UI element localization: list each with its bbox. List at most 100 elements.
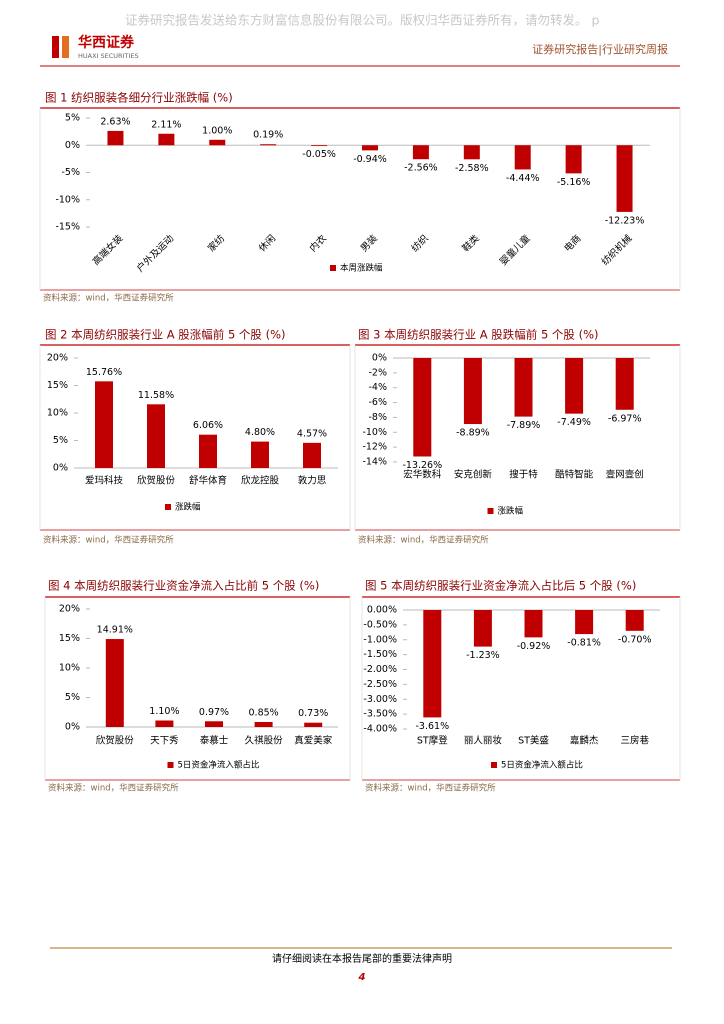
value-label: 6.06% [193,420,223,431]
x-tick-label: 欣贺股份 [96,735,135,747]
bar [260,144,277,146]
y-tick-label: -5% [62,167,81,178]
bar [205,721,223,727]
y-tick-label: -1.00% [363,634,397,645]
value-label: -3.61% [415,721,449,732]
x-tick-label: 宏华数科 [403,469,442,481]
x-tick-label: 酷特智能 [555,469,594,481]
bar [362,145,378,151]
value-label: 0.73% [298,708,328,719]
y-tick-label: -14% [362,457,387,468]
x-tick-label: 电商 [562,232,584,254]
y-tick-label: -2.50% [363,679,397,690]
legend-label: 5日资金净流入额占比 [178,760,260,771]
value-label: 11.58% [138,390,174,401]
source-note: 资料来源：wind，华西证券研究所 [48,783,179,794]
legend-label: 涨跌幅 [175,502,201,513]
bar [514,358,533,417]
x-tick-label: 欣龙控股 [241,475,280,487]
value-label: 1.00% [202,125,232,136]
legend-swatch [167,762,174,768]
bar [473,610,492,647]
x-tick-label: 欣贺股份 [137,475,176,487]
legend-swatch [491,762,497,768]
y-tick-label: 15% [59,633,80,644]
legend-label: 本周涨跌幅 [340,263,383,274]
bar [311,145,328,147]
y-tick-label: -0.50% [363,619,397,630]
value-label: 0.85% [249,707,279,718]
value-label: -13.26% [402,460,442,471]
x-tick-label: 丽人丽妆 [464,735,503,747]
x-tick-label: ST摩登 [417,735,448,747]
x-tick-label: 家纺 [205,232,227,254]
value-label: -1.23% [466,650,500,661]
page-number: 4 [358,972,366,983]
legend-label: 5日资金净流入额占比 [501,760,583,771]
y-tick-label: 5% [53,435,68,446]
source-note: 资料来源：wind，华西证券研究所 [358,535,489,546]
bar [304,722,323,727]
bar [565,145,582,174]
x-tick-label: 真爱美家 [294,735,333,747]
bar [254,721,273,727]
y-tick-label: 0% [372,353,387,364]
x-tick-label: 婴童儿童 [497,232,533,268]
value-label: -0.94% [353,154,387,165]
value-label: -12.23% [605,215,645,226]
logo-mark [62,36,69,58]
legend-swatch [330,265,336,271]
x-tick-label: ST美盛 [518,735,549,747]
y-tick-label: -8% [369,412,388,423]
value-label: 4.57% [297,428,327,439]
value-label: 2.63% [100,116,130,127]
x-tick-label: 嘉麟杰 [570,735,599,747]
value-label: -2.58% [455,163,489,174]
y-tick-label: -4.00% [363,724,397,735]
y-tick-label: 5% [65,692,80,703]
bar [575,610,594,635]
x-tick-label: 爱玛科技 [85,475,124,487]
value-label: -0.92% [517,641,551,652]
y-tick-label: 0% [65,140,80,151]
report-type: 证券研究报告|行业研究周报 [532,42,668,56]
bar [107,130,124,146]
bar [514,145,531,170]
y-tick-label: -4% [369,382,388,393]
y-tick-label: -2.00% [363,664,397,675]
figure-title: 图 3 本周纺织服装行业 A 股跌幅前 5 个股 (%) [358,328,599,342]
value-label: -7.49% [557,417,591,428]
value-label: 15.76% [86,367,122,378]
y-tick-label: -10% [362,427,387,438]
y-tick-label: -3.00% [363,694,397,705]
value-label: -4.44% [506,173,540,184]
disclaimer: 请仔细阅读在本报告尾部的重要法律声明 [272,952,452,965]
source-note: 资料来源：wind，华西证券研究所 [43,535,174,546]
y-tick-label: 0.00% [367,605,397,616]
x-tick-label: 敦力思 [298,475,327,487]
x-tick-label: 高端女装 [90,232,126,268]
bar [95,381,113,468]
bar [423,610,442,718]
x-tick-label: 鞋类 [460,232,482,254]
bar [155,720,174,727]
bar [463,358,482,425]
y-tick-label: 20% [59,604,80,615]
y-tick-label: 20% [47,353,68,364]
y-tick-label: 10% [59,663,80,674]
x-tick-label: 休闲 [256,232,278,254]
bar [413,358,432,457]
x-tick-label: 内衣 [307,232,329,254]
x-tick-label: 搜于特 [509,469,538,481]
source-note: 资料来源：wind，华西证券研究所 [365,783,496,794]
x-tick-label: 久祺股份 [245,735,284,747]
value-label: 14.91% [97,625,133,636]
x-tick-label: 舒华体育 [189,475,227,487]
y-tick-label: -3.50% [363,709,397,720]
logo-cn: 华西证券 [78,34,135,51]
value-label: -2.56% [404,163,438,174]
y-tick-label: -15% [55,222,80,233]
x-tick-label: 户外及运动 [134,232,176,274]
value-label: -0.81% [567,638,601,649]
